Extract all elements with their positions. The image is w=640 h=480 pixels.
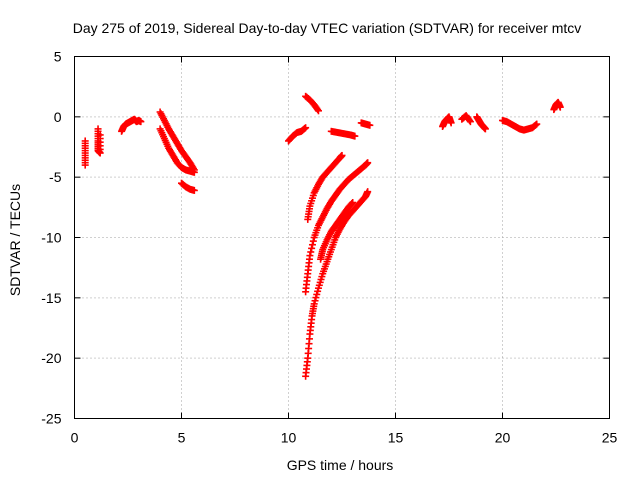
data-point bbox=[466, 118, 474, 126]
data-point bbox=[351, 132, 359, 140]
y-tick-label: -25 bbox=[41, 411, 61, 427]
data-point bbox=[309, 237, 317, 245]
series-sat-k bbox=[304, 151, 346, 223]
data-point bbox=[306, 252, 314, 260]
data-point bbox=[314, 107, 322, 115]
series-sat-e bbox=[156, 125, 198, 176]
series-sat-f bbox=[178, 179, 198, 194]
y-tick-label: 5 bbox=[54, 49, 62, 65]
data-point bbox=[364, 188, 372, 196]
data-point bbox=[338, 151, 346, 159]
data-point bbox=[81, 161, 89, 169]
data-point bbox=[349, 199, 357, 207]
series-sat-a bbox=[81, 137, 89, 169]
data-point bbox=[314, 287, 322, 295]
series-sat-m bbox=[327, 127, 359, 140]
data-point bbox=[314, 106, 322, 114]
x-tick-label: 0 bbox=[71, 430, 79, 446]
axis-ticks bbox=[74, 56, 610, 419]
series-sat-o bbox=[439, 113, 455, 130]
series-sat-q bbox=[473, 113, 489, 133]
data-point bbox=[307, 248, 315, 256]
series-sat-p bbox=[458, 112, 474, 126]
x-tick-label: 10 bbox=[281, 430, 297, 446]
data-point bbox=[348, 199, 356, 207]
series-sat-i bbox=[302, 188, 372, 380]
data-point bbox=[447, 119, 455, 127]
x-tick-label: 5 bbox=[178, 430, 186, 446]
x-tick-labels: 0 5 10 15 20 25 bbox=[71, 430, 618, 446]
data-point bbox=[96, 131, 104, 139]
series-sat-g bbox=[285, 124, 310, 145]
y-tick-labels: -25 -20 -15 -10 -5 0 5 bbox=[41, 49, 61, 427]
y-axis-label: SDTVAR / TECUs bbox=[7, 184, 23, 296]
data-point bbox=[481, 125, 489, 133]
series-sat-s bbox=[550, 98, 564, 114]
x-tick-label: 20 bbox=[495, 430, 511, 446]
y-tick-label: -5 bbox=[49, 169, 62, 185]
y-tick-label: -15 bbox=[41, 290, 61, 306]
data-point bbox=[533, 120, 541, 128]
series-sat-h bbox=[302, 92, 322, 115]
data-point bbox=[137, 118, 145, 126]
data-point bbox=[310, 300, 318, 308]
data-point bbox=[302, 124, 310, 132]
data-point bbox=[556, 103, 564, 111]
y-tick-label: 0 bbox=[54, 109, 62, 125]
y-tick-label: -20 bbox=[41, 350, 61, 366]
series-sat-r bbox=[499, 116, 541, 134]
data-point bbox=[311, 297, 319, 305]
data-point bbox=[308, 241, 316, 249]
series-sat-d bbox=[156, 108, 198, 174]
data-point bbox=[366, 121, 374, 129]
data-point bbox=[308, 244, 316, 252]
x-tick-label: 25 bbox=[602, 430, 618, 446]
data-point bbox=[466, 116, 474, 124]
data-point bbox=[312, 294, 320, 302]
x-tick-label: 15 bbox=[388, 430, 404, 446]
series-sat-l bbox=[317, 199, 357, 263]
grid bbox=[74, 56, 610, 419]
series-sat-b bbox=[94, 125, 104, 157]
data-points bbox=[81, 92, 564, 380]
series-sat-n bbox=[357, 119, 374, 129]
x-axis-label: GPS time / hours bbox=[287, 457, 394, 473]
series-sat-j bbox=[302, 159, 372, 296]
chart-title: Day 275 of 2019, Sidereal Day-to-day VTE… bbox=[73, 20, 582, 36]
data-point bbox=[190, 168, 198, 176]
data-point bbox=[190, 186, 198, 194]
series-sat-c bbox=[118, 115, 145, 135]
data-point bbox=[313, 290, 321, 298]
y-tick-label: -10 bbox=[41, 230, 61, 246]
data-point bbox=[364, 159, 372, 167]
